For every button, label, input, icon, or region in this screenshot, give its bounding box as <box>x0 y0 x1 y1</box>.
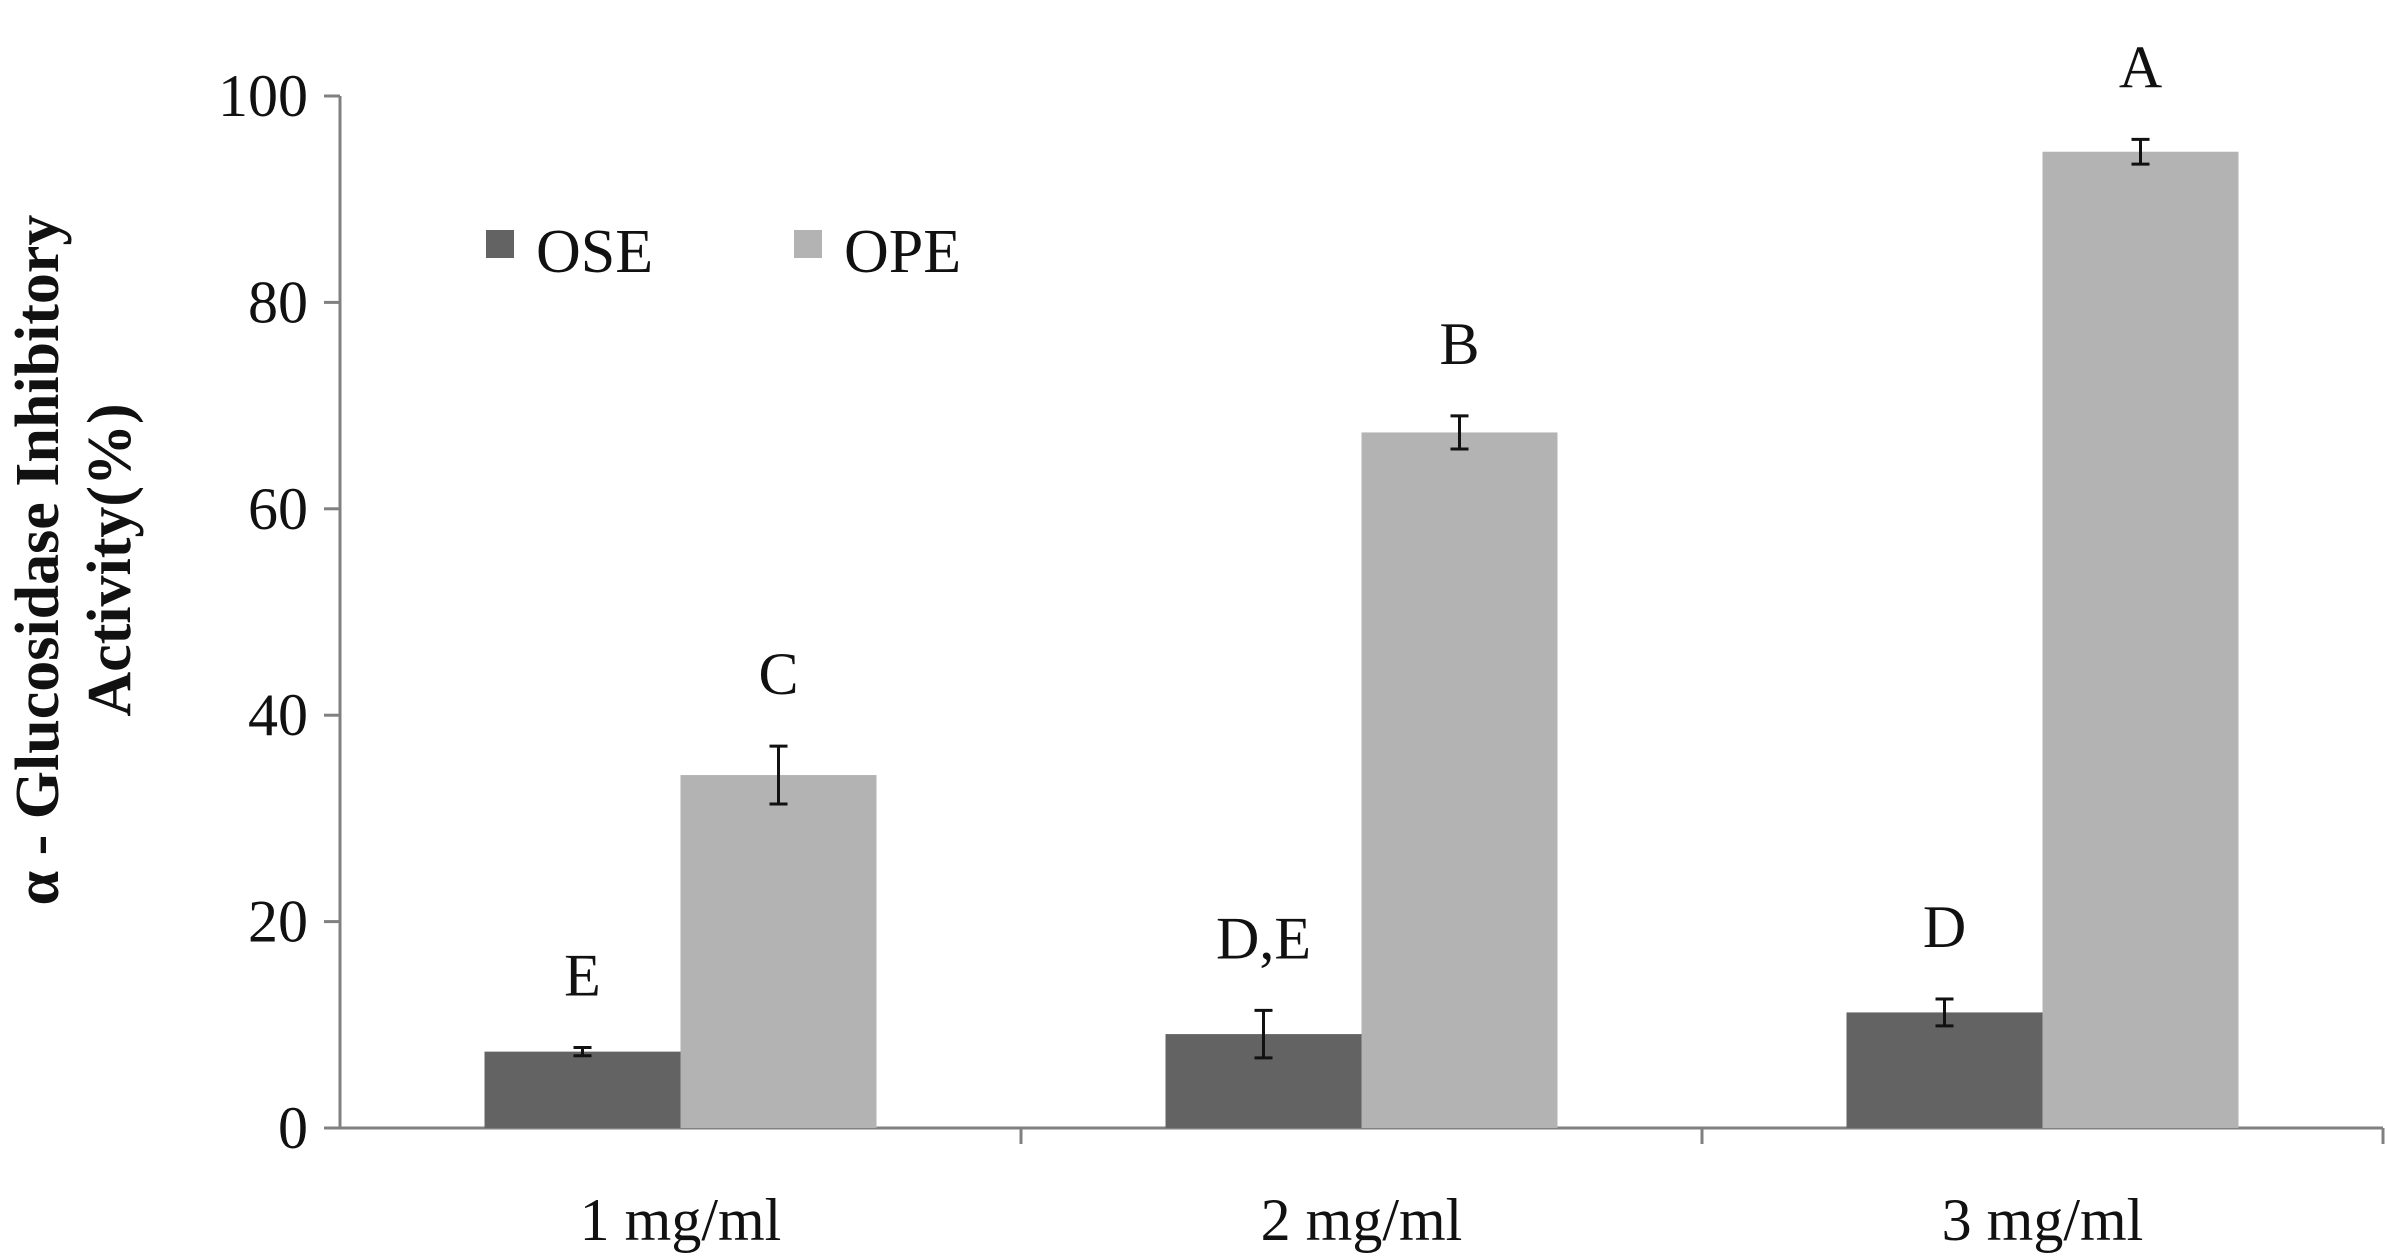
annotations: E C D,E B D A <box>564 34 2162 1008</box>
y-tick-label: 0 <box>278 1095 308 1161</box>
error-bars <box>573 137 2150 1060</box>
y-tick-label: 20 <box>248 889 308 955</box>
bar-ope <box>2042 151 2239 1128</box>
bar-ope <box>680 775 877 1128</box>
significance-letter: D,E <box>1216 905 1311 971</box>
bars <box>484 151 2239 1128</box>
significance-letter: B <box>1439 311 1479 377</box>
significance-letter: A <box>2119 34 2162 100</box>
bar-ope <box>1361 432 1558 1128</box>
legend-swatch-ose <box>486 230 514 258</box>
y-ticks: 0 20 40 60 80 100 <box>218 63 340 1161</box>
x-tick-label: 1 mg/ml <box>580 1187 782 1253</box>
legend-label-ose: OSE <box>536 218 653 286</box>
y-axis-label-line-2: Activity(%) <box>76 403 144 716</box>
y-tick-label: 80 <box>248 269 308 335</box>
legend-label-ope: OPE <box>844 218 961 286</box>
legend: OSE OPE <box>486 218 961 286</box>
y-tick-label: 100 <box>218 63 308 129</box>
x-tick-label: 3 mg/ml <box>1942 1187 2144 1253</box>
bar-ose <box>484 1051 681 1128</box>
significance-letter: E <box>564 943 601 1009</box>
y-axis-label: α - Glucosidase Inhibitory Activity(%) <box>4 215 144 906</box>
significance-letter: C <box>758 641 798 707</box>
x-tick-label: 2 mg/ml <box>1261 1187 1463 1253</box>
significance-letter: D <box>1923 894 1966 960</box>
y-axis-label-line-1: α - Glucosidase Inhibitory <box>4 215 72 906</box>
y-tick-label: 60 <box>248 476 308 542</box>
legend-swatch-ope <box>794 230 822 258</box>
bar-ose <box>1846 1012 2043 1128</box>
x-tick-labels: 1 mg/ml 2 mg/ml 3 mg/ml <box>580 1187 2144 1253</box>
y-tick-label: 40 <box>248 682 308 748</box>
